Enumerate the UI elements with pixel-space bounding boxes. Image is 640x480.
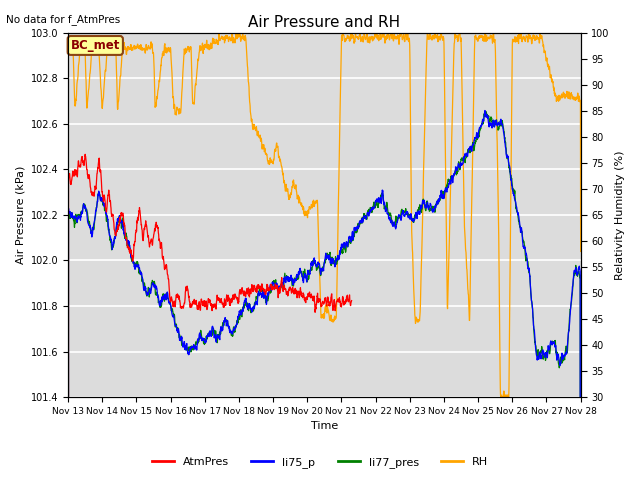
Y-axis label: Air Pressure (kPa): Air Pressure (kPa) [15,166,25,264]
Legend: AtmPres, li75_p, li77_pres, RH: AtmPres, li75_p, li77_pres, RH [147,452,493,472]
Text: No data for f_AtmPres: No data for f_AtmPres [6,14,121,25]
X-axis label: Time: Time [310,421,338,432]
Text: BC_met: BC_met [70,39,120,52]
Y-axis label: Relativity Humidity (%): Relativity Humidity (%) [615,150,625,279]
Title: Air Pressure and RH: Air Pressure and RH [248,15,401,30]
